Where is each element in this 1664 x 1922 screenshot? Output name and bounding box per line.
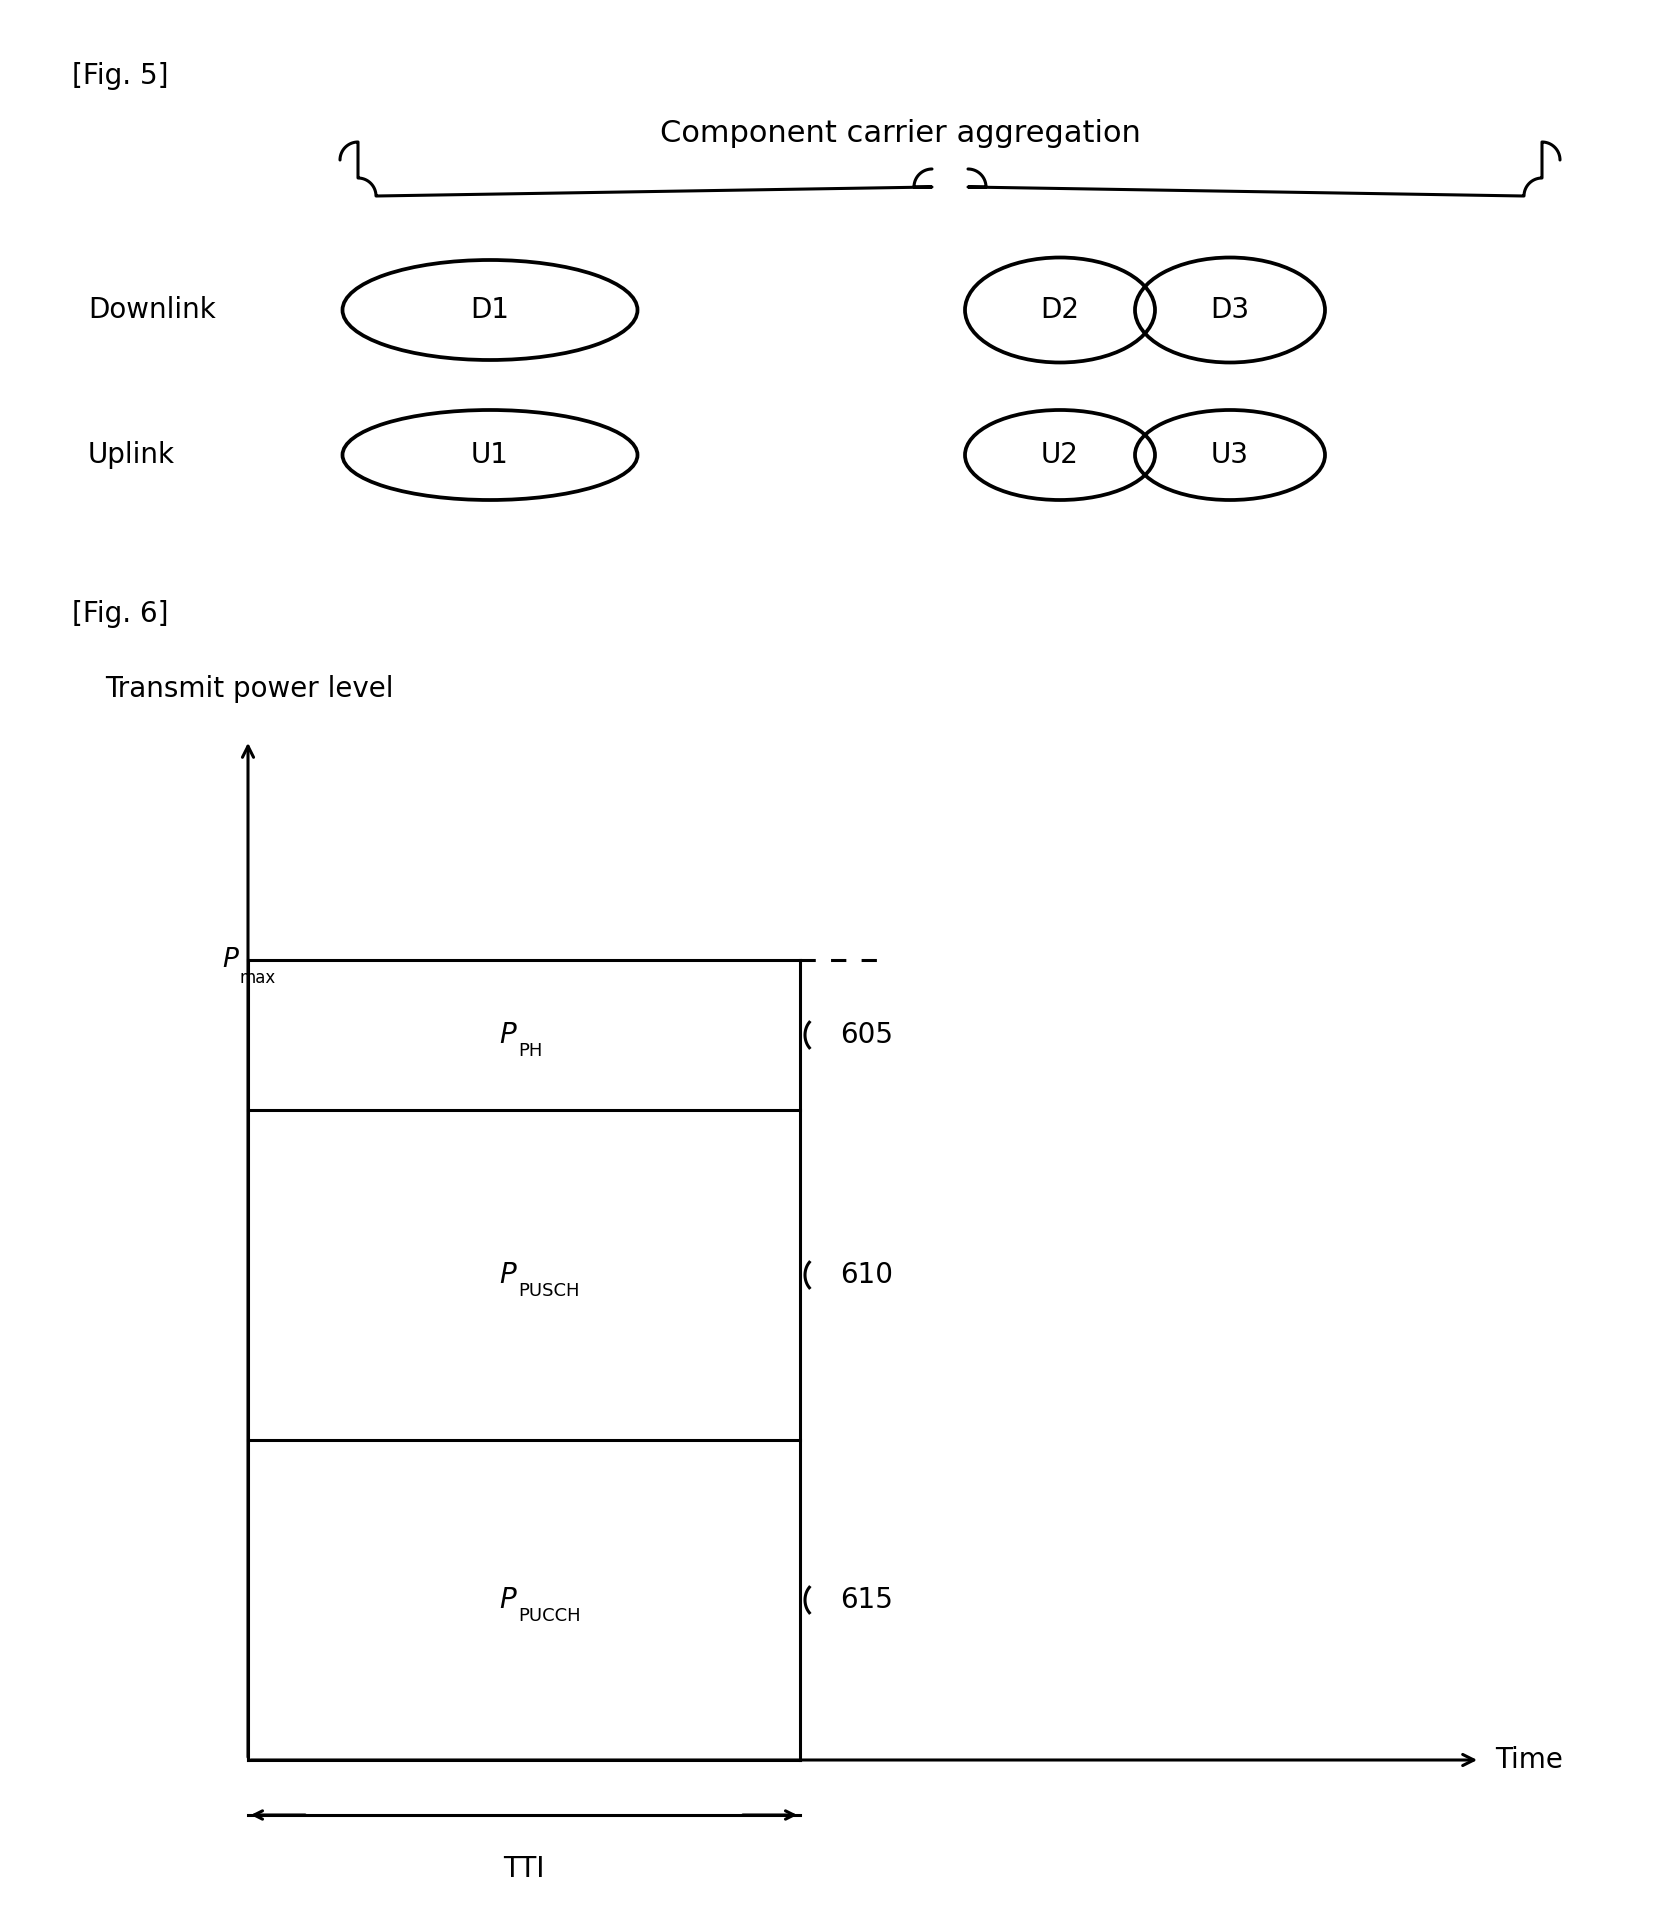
Text: Time: Time <box>1494 1745 1562 1774</box>
Text: PUCCH: PUCCH <box>518 1607 581 1624</box>
Text: D2: D2 <box>1040 296 1078 325</box>
Text: Component carrier aggregation: Component carrier aggregation <box>659 119 1140 148</box>
Text: D1: D1 <box>471 296 509 325</box>
Text: P: P <box>499 1021 516 1049</box>
Text: 610: 610 <box>840 1261 892 1290</box>
Text: U1: U1 <box>471 440 509 469</box>
Text: PH: PH <box>518 1042 542 1061</box>
Text: U2: U2 <box>1040 440 1078 469</box>
Text: 615: 615 <box>840 1586 892 1614</box>
Text: P: P <box>499 1586 516 1614</box>
Text: [Fig. 5]: [Fig. 5] <box>72 62 168 90</box>
Text: P: P <box>221 948 238 973</box>
Text: [Fig. 6]: [Fig. 6] <box>72 600 168 628</box>
Text: U3: U3 <box>1210 440 1248 469</box>
Text: PUSCH: PUSCH <box>518 1282 579 1299</box>
Text: 605: 605 <box>840 1021 892 1049</box>
Text: max: max <box>240 969 276 988</box>
Text: D3: D3 <box>1210 296 1248 325</box>
Text: Transmit power level: Transmit power level <box>105 675 393 703</box>
Text: Uplink: Uplink <box>88 440 175 469</box>
Text: P: P <box>499 1261 516 1290</box>
Text: TTI: TTI <box>503 1855 544 1884</box>
Text: Downlink: Downlink <box>88 296 216 325</box>
